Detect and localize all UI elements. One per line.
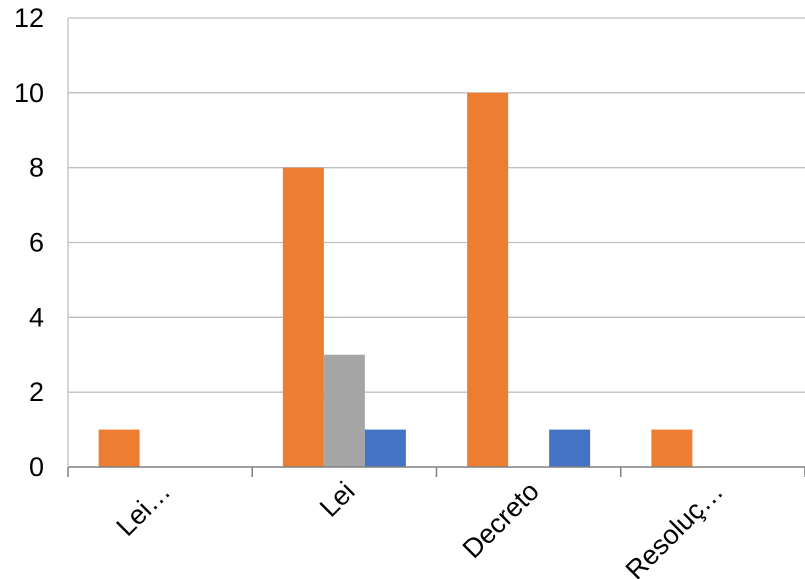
x-axis (67, 18, 805, 477)
category-labels: Lei… Lei Decreto Resoluç… (111, 476, 730, 579)
bar (364, 429, 406, 467)
bar (98, 429, 140, 467)
bar (282, 167, 324, 467)
y-tick-label: 10 (14, 78, 44, 108)
gridlines (68, 17, 805, 393)
bars (98, 92, 693, 467)
x-category-label: Lei (314, 476, 361, 523)
x-category-label: Resoluç… (620, 476, 729, 579)
y-tick-label: 4 (29, 302, 44, 332)
y-axis-tick-labels: 0 2 4 6 8 10 12 (14, 3, 44, 482)
y-tick-label: 0 (29, 452, 44, 482)
y-tick-label: 2 (29, 377, 44, 407)
bar (651, 429, 693, 467)
x-category-label: Decreto (457, 476, 545, 564)
bar (549, 429, 591, 467)
y-tick-label: 8 (29, 153, 44, 183)
y-tick-label: 6 (29, 228, 44, 258)
bar (323, 354, 365, 467)
x-category-label: Lei… (111, 476, 177, 542)
y-tick-label: 12 (14, 3, 44, 33)
bar (467, 92, 509, 467)
